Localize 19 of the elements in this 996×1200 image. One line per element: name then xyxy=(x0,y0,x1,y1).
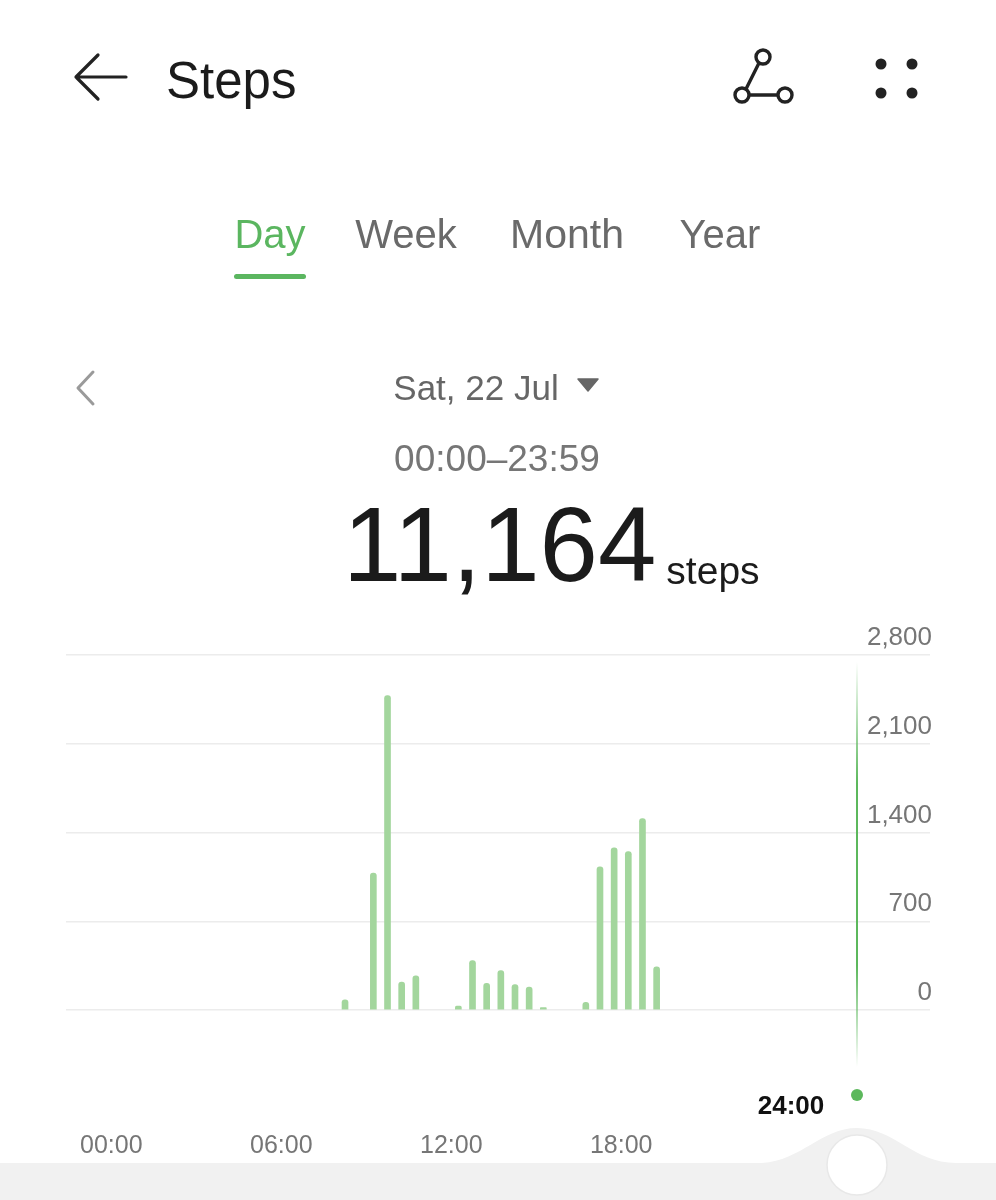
x-tick-label: 06:00 xyxy=(250,1129,313,1158)
y-tick-label: 0 xyxy=(917,976,932,1007)
chart-title: Steps xyxy=(166,50,297,110)
x-tick-label: 12:00 xyxy=(419,1129,483,1158)
text: Day xyxy=(234,211,306,257)
chart-subtitle: Sat, 22 Jul xyxy=(393,368,559,408)
y-tick-label: 2,800 xyxy=(866,621,932,652)
text: Week xyxy=(355,211,457,257)
text: steps xyxy=(666,549,760,593)
text: 24:00 xyxy=(757,1089,825,1121)
text: 11,164 xyxy=(343,485,657,605)
text: Month xyxy=(510,210,624,258)
y-tick-label: 2,100 xyxy=(866,709,932,740)
text: Year xyxy=(679,211,761,257)
x-tick-label: 00:00 xyxy=(80,1129,143,1158)
y-tick-label: 700 xyxy=(888,887,932,918)
y-tick-label: 1,400 xyxy=(866,798,932,829)
x-tick-label: 18:00 xyxy=(589,1129,653,1158)
text: 00:00–23:59 xyxy=(394,438,600,480)
